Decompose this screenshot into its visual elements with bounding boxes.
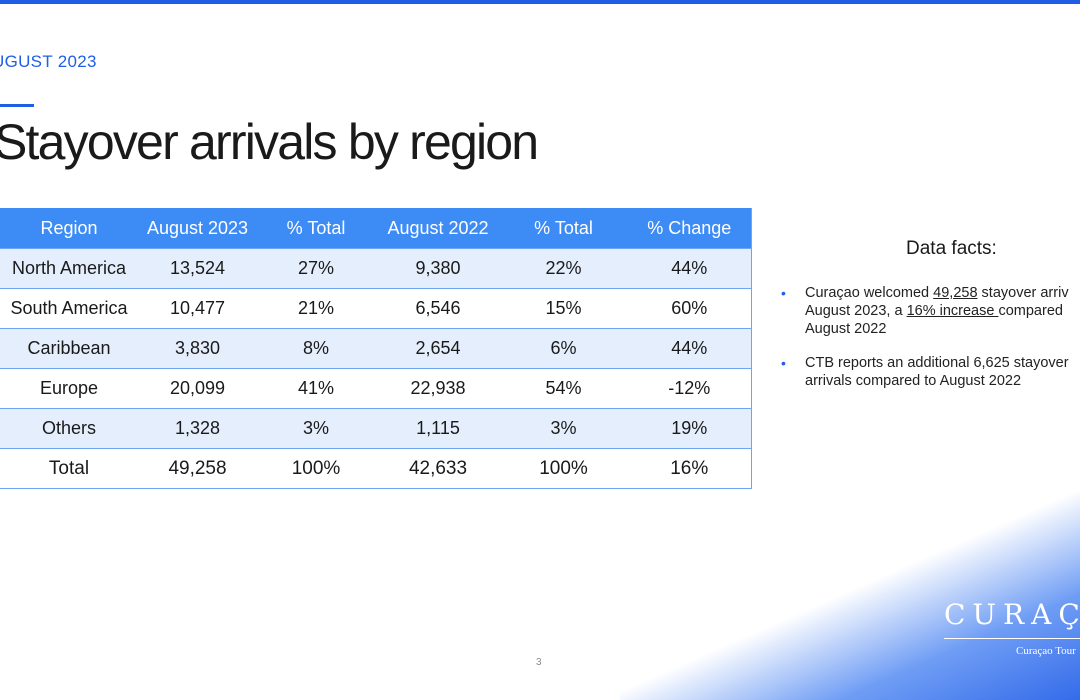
column-header: % Change [628, 208, 752, 249]
table-cell: 6,546 [377, 288, 499, 329]
table-cell: 1,115 [377, 408, 499, 449]
table-cell: 20,099 [140, 368, 255, 409]
table-cell: -12% [628, 368, 752, 409]
data-facts-heading: Data facts: [906, 238, 997, 259]
table-cell: 21% [255, 288, 377, 329]
table-cell: 10,477 [140, 288, 255, 329]
list-item: • Curaçao welcomed 49,258 stayover arriv… [781, 284, 1080, 338]
table-cell: 3,830 [140, 328, 255, 369]
top-accent-bar [0, 0, 1080, 4]
table-cell: 100% [499, 448, 628, 489]
curacao-logo-text: CURAÇA [944, 598, 1080, 631]
corner-gradient-decoration [620, 480, 1080, 700]
table-cell: 13,524 [140, 248, 255, 289]
table-cell: Others [0, 408, 140, 449]
slide-subtitle: UGUST 2023 [0, 52, 97, 71]
fact-highlight-increase: 16% increase [906, 303, 999, 319]
logo-divider [944, 638, 1080, 639]
table-cell: 3% [255, 408, 377, 449]
table-total-row: Total 49,258 100% 42,633 100% 16% [0, 448, 752, 489]
table-row: North America 13,524 27% 9,380 22% 44% [0, 248, 752, 289]
fact-line: Curaçao welcomed 49,258 stayover arriv [805, 284, 1080, 302]
fact-line: August 2022 [805, 321, 887, 337]
column-header: August 2023 [140, 208, 255, 249]
table-cell: 8% [255, 328, 377, 369]
fact-text: compared [998, 303, 1063, 319]
page-number: 3 [536, 657, 542, 668]
bullet-icon: • [781, 285, 786, 301]
list-item: • CTB reports an additional 6,625 stayov… [781, 354, 1080, 390]
slide-title: Stayover arrivals by region [0, 114, 539, 170]
table-cell: North America [0, 248, 140, 289]
table-cell: Caribbean [0, 328, 140, 369]
table-row: Caribbean 3,830 8% 2,654 6% 44% [0, 328, 752, 369]
table-cell: South America [0, 288, 140, 329]
table-cell: 9,380 [377, 248, 499, 289]
table-cell: 19% [628, 408, 752, 449]
table-cell: 49,258 [140, 448, 255, 489]
fact-highlight-arrivals: 49,258 [933, 285, 978, 301]
table-cell: 27% [255, 248, 377, 289]
fact-line: August 2023, a 16% increase compared [805, 302, 1080, 320]
fact-line: arrivals compared to August 2022 [805, 373, 1022, 389]
title-accent-line [0, 104, 34, 107]
fact-line: CTB reports an additional 6,625 stayover [805, 355, 1069, 371]
column-header: Region [0, 208, 140, 249]
table-cell: Total [0, 448, 140, 489]
table-cell: 22% [499, 248, 628, 289]
table-cell: 41% [255, 368, 377, 409]
table-cell: 44% [628, 328, 752, 369]
region-table: Region August 2023 % Total August 2022 %… [0, 208, 752, 489]
fact-text: Curaçao welcomed [805, 285, 934, 301]
table-row: South America 10,477 21% 6,546 15% 60% [0, 288, 752, 329]
table-cell: 2,654 [377, 328, 499, 369]
fact-text: August 2023, a [805, 303, 907, 319]
bullet-icon: • [781, 355, 786, 371]
table-cell: 100% [255, 448, 377, 489]
table-row: Europe 20,099 41% 22,938 54% -12% [0, 368, 752, 409]
table-cell: Europe [0, 368, 140, 409]
table-cell: 3% [499, 408, 628, 449]
table-cell: 22,938 [377, 368, 499, 409]
table-cell: 60% [628, 288, 752, 329]
table-cell: 1,328 [140, 408, 255, 449]
column-header: % Total [499, 208, 628, 249]
column-header: August 2022 [377, 208, 499, 249]
column-header: % Total [255, 208, 377, 249]
table-cell: 6% [499, 328, 628, 369]
data-facts-list: • Curaçao welcomed 49,258 stayover arriv… [781, 284, 1080, 406]
table-cell: 44% [628, 248, 752, 289]
table-cell: 42,633 [377, 448, 499, 489]
table-cell: 54% [499, 368, 628, 409]
fact-text: stayover arriv [977, 285, 1069, 301]
table-row: Others 1,328 3% 1,115 3% 19% [0, 408, 752, 449]
curacao-logo-subtitle: Curaçao Tour [1016, 645, 1076, 657]
table-cell: 15% [499, 288, 628, 329]
table-header-row: Region August 2023 % Total August 2022 %… [0, 208, 752, 249]
